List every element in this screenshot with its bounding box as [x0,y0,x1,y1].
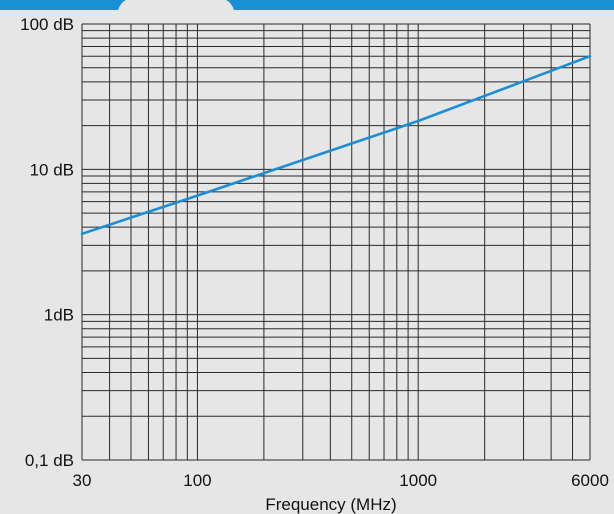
x-tick-label: 30 [73,471,92,490]
y-tick-labels: 100 dB 10 dB 1dB 0,1 dB [20,15,74,470]
x-axis-title: Frequency (MHz) [265,495,396,514]
header-tab-notch [118,0,234,10]
y-tick-label: 100 dB [20,15,74,34]
x-tick-label: 100 [183,471,211,490]
header-band [0,0,614,10]
grid [81,23,591,461]
x-tick-labels: 30 100 1000 6000 [73,471,609,490]
y-tick-label: 1dB [44,306,74,325]
y-tick-label: 0,1 dB [25,451,74,470]
x-tick-label: 6000 [571,471,609,490]
series-line-0 [80,54,592,236]
x-tick-label: 1000 [399,471,437,490]
y-tick-label: 10 dB [30,160,74,179]
series-layer [80,54,592,236]
